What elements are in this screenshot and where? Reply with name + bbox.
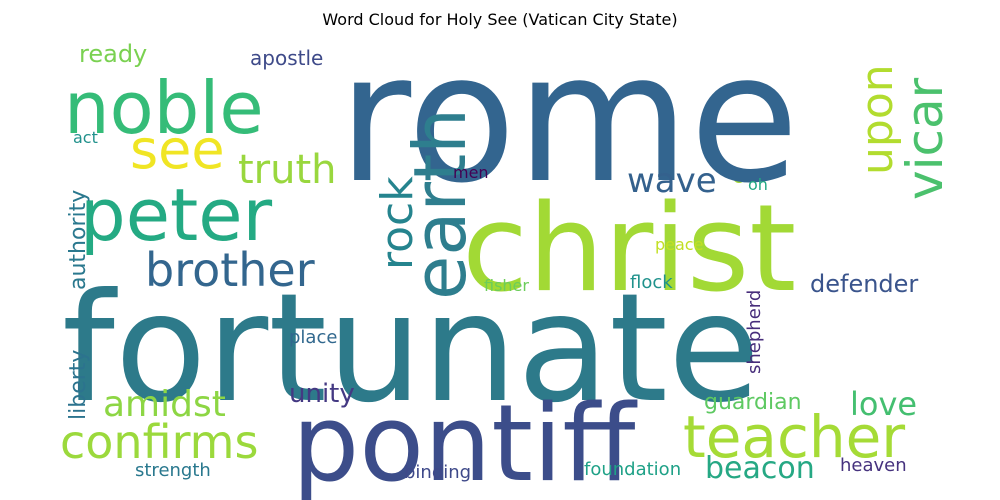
word-defender: defender bbox=[810, 270, 918, 298]
word-liberty: liberty bbox=[66, 350, 91, 420]
word-place: place bbox=[289, 327, 337, 348]
word-brother: brother bbox=[145, 243, 315, 297]
word-upon: upon bbox=[852, 64, 903, 175]
word-rock: rock bbox=[372, 176, 423, 270]
word-teacher: teacher bbox=[683, 403, 905, 471]
word-amidst: amidst bbox=[103, 384, 226, 425]
chart-title: Word Cloud for Holy See (Vatican City St… bbox=[322, 10, 678, 29]
word-fortunate: fortunate bbox=[62, 262, 760, 436]
word-peter: peter bbox=[80, 173, 273, 257]
word-vicar: vicar bbox=[896, 77, 954, 200]
word-love: love bbox=[850, 385, 917, 423]
word-apostle: apostle bbox=[250, 46, 323, 70]
word-noble: noble bbox=[64, 66, 264, 150]
word-strength: strength bbox=[135, 460, 211, 481]
word-peace: peace bbox=[655, 235, 703, 254]
word-foundation: foundation bbox=[584, 459, 681, 480]
word-flock: flock bbox=[630, 272, 673, 293]
word-fisher: fisher bbox=[484, 276, 529, 295]
word-earth: earth bbox=[398, 108, 482, 300]
word-unity: unity bbox=[289, 379, 355, 409]
word-men: men bbox=[453, 163, 489, 182]
word-rome: rome bbox=[338, 15, 799, 222]
decorative-dot bbox=[733, 171, 745, 183]
word-see: see bbox=[130, 118, 225, 181]
word-authority: authority bbox=[66, 190, 91, 290]
word-ready: ready bbox=[79, 40, 147, 68]
word-confirms: confirms bbox=[60, 415, 258, 469]
word-truth: truth bbox=[238, 147, 337, 193]
word-heaven: heaven bbox=[840, 455, 907, 476]
word-pontiff: pontiff bbox=[292, 382, 638, 500]
word-shepherd: shepherd bbox=[744, 290, 765, 374]
word-act: act bbox=[73, 128, 98, 147]
word-guardian: guardian bbox=[704, 390, 802, 415]
word-christ: christ bbox=[462, 180, 796, 319]
word-binding: binding bbox=[404, 462, 471, 483]
word-wave: wave bbox=[627, 161, 717, 201]
word-beacon: beacon bbox=[705, 451, 815, 486]
word-oh: oh bbox=[748, 175, 768, 194]
